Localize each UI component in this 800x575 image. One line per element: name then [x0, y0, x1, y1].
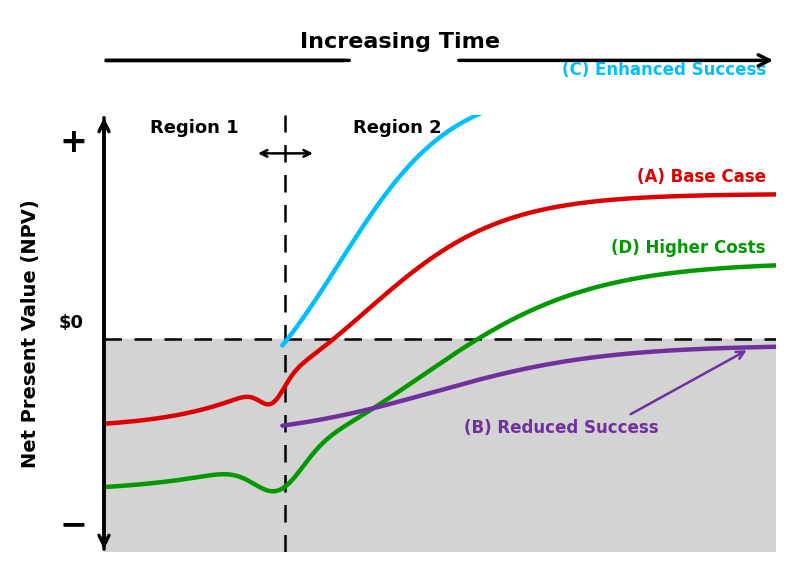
Text: +: +	[60, 126, 88, 159]
Text: (D) Higher Costs: (D) Higher Costs	[611, 239, 766, 257]
Text: (C) Enhanced Success: (C) Enhanced Success	[562, 61, 766, 79]
Text: Net Present Value (NPV): Net Present Value (NPV)	[21, 199, 39, 468]
Text: Region 1: Region 1	[150, 119, 239, 137]
Text: (A) Base Case: (A) Base Case	[637, 168, 766, 186]
Text: Increasing Time: Increasing Time	[300, 32, 500, 52]
Bar	[104, 339, 776, 563]
Text: Region 2: Region 2	[353, 119, 442, 137]
Text: −: −	[60, 508, 88, 541]
Text: $0: $0	[59, 315, 84, 332]
Text: (B) Reduced Success: (B) Reduced Success	[464, 419, 658, 438]
